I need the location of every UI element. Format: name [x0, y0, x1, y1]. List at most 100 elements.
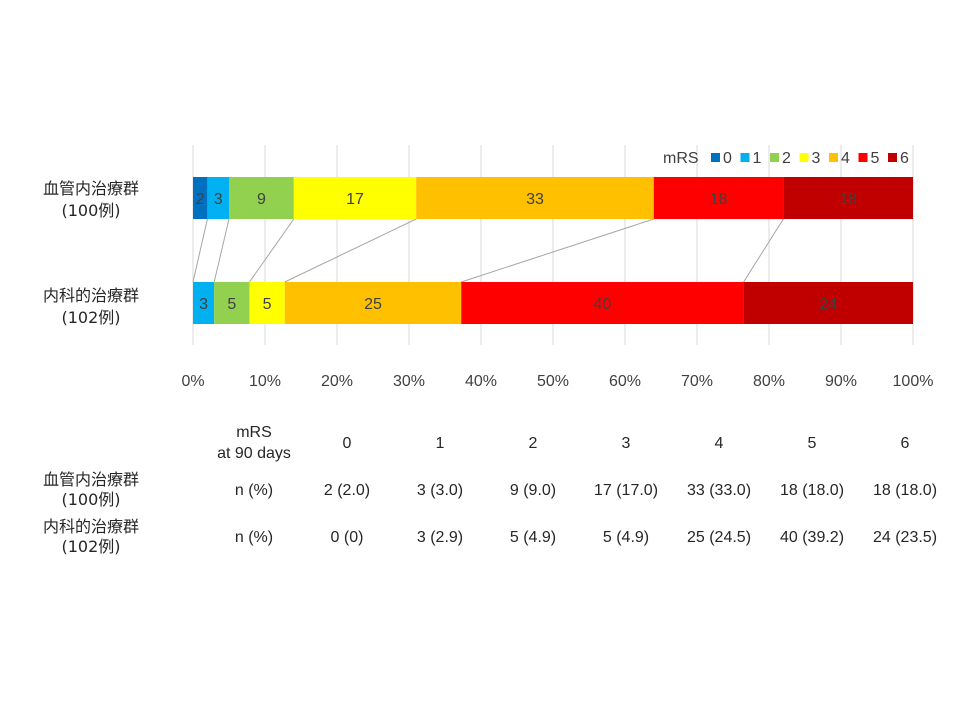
bar-segment	[207, 177, 229, 219]
data-label: 5	[227, 296, 236, 313]
legend-swatch	[740, 153, 750, 162]
table-col-header: 6	[900, 435, 910, 452]
data-label: 9	[257, 191, 266, 208]
table-cell: 40 (39.2)	[779, 529, 845, 546]
table-cell: 24 (23.5)	[872, 529, 938, 546]
category-label-line: 血管内治療群	[42, 179, 139, 198]
table-header-mrs: mRS at 90 days	[217, 422, 291, 464]
connector-line	[192, 218, 208, 283]
x-tick-label: 40%	[465, 373, 497, 390]
table-header-line: mRS	[236, 424, 272, 441]
bars: 2 3 9 17 33 18 183 5 5 25 40 24	[193, 177, 913, 324]
bar-segment	[284, 282, 462, 324]
legend-swatch	[799, 153, 809, 162]
category-label-line: (102例)	[61, 308, 121, 327]
bar-segment	[193, 177, 208, 219]
bar-segment	[249, 282, 285, 324]
legend-swatch	[829, 153, 838, 162]
legend-label: 0	[723, 150, 732, 167]
table-cell: 9 (9.0)	[509, 482, 557, 499]
table-col-header: 2	[528, 435, 538, 452]
table-row-group-endovascular: 血管内治療群 (100例)	[1, 470, 181, 510]
data-label: 33	[526, 191, 544, 208]
connector-line	[461, 218, 654, 283]
table-col-header: 5	[807, 435, 817, 452]
data-label: 24	[819, 296, 837, 313]
table-cell: 17 (17.0)	[593, 482, 659, 499]
table-row-stat: n (%)	[234, 482, 274, 499]
x-tick-label: 50%	[537, 373, 569, 390]
bar-segment	[416, 177, 654, 219]
legend-label: 5	[871, 150, 880, 167]
table-cell: 18 (18.0)	[779, 482, 845, 499]
data-label: 3	[199, 296, 208, 313]
connector-line	[213, 218, 230, 283]
series-connector-lines	[192, 218, 784, 283]
x-tick-label: 0%	[181, 373, 204, 390]
bar-segment	[653, 177, 784, 219]
bar-segment	[293, 177, 417, 219]
data-label: 3	[214, 191, 223, 208]
table-row-group-line: 内科的治療群	[42, 517, 139, 536]
bar-segment	[461, 282, 744, 324]
data-label: 40	[594, 296, 612, 313]
category-label-line: 内科的治療群	[42, 286, 139, 305]
bar-segment	[743, 282, 913, 324]
table-cell: 3 (3.0)	[416, 482, 464, 499]
legend-title: mRS	[663, 150, 699, 167]
data-label: 5	[263, 296, 272, 313]
data-label: 17	[346, 191, 364, 208]
table-cell: 3 (2.9)	[416, 529, 464, 546]
x-tick-label: 100%	[893, 373, 934, 390]
legend-swatch	[711, 153, 720, 162]
table-row-group-line: 血管内治療群	[42, 470, 139, 489]
x-tick-label: 60%	[609, 373, 641, 390]
x-tick-label: 20%	[321, 373, 353, 390]
legend-label: 1	[753, 150, 762, 167]
table-cell: 18 (18.0)	[872, 482, 938, 499]
legend-label: 3	[812, 150, 821, 167]
legend: mRS 0 1 2 3 4 5 6	[663, 150, 909, 167]
connector-line	[249, 218, 295, 283]
bar-segment	[783, 177, 913, 219]
table-col-header: 4	[714, 435, 724, 452]
table-cell: 33 (33.0)	[686, 482, 752, 499]
category-label-line: (100例)	[61, 201, 121, 220]
category-label-endovascular: 血管内治療群 (100例)	[6, 178, 176, 222]
table-header-line: at 90 days	[217, 445, 291, 462]
bar-segment	[214, 282, 250, 324]
table-col-header: 0	[342, 435, 352, 452]
table-cell: 5 (4.9)	[602, 529, 650, 546]
table-cell: 5 (4.9)	[509, 529, 557, 546]
legend-swatch	[770, 153, 779, 162]
x-axis-tick-labels: 0% 10% 20% 30% 40% 50% 60% 70% 80% 90% 100%	[181, 373, 933, 390]
data-label: 2	[196, 191, 205, 208]
bar-segment	[229, 177, 294, 219]
category-label-medical: 内科的治療群 (102例)	[6, 285, 176, 329]
x-tick-label: 80%	[753, 373, 785, 390]
legend-label: 6	[900, 150, 909, 167]
connector-line	[284, 218, 417, 283]
table-row-group-line: (102例)	[61, 537, 121, 556]
table-row-stat: n (%)	[234, 529, 274, 546]
stacked-bar-chart: 2 3 9 17 33 18 183 5 5 25 40 24 0% 10% 20% 30% 40% 50% 60…	[181, 145, 933, 390]
table-row-group-line: (100例)	[61, 490, 121, 509]
table-cell: 2 (2.0)	[323, 482, 371, 499]
data-label: 18	[839, 191, 857, 208]
data-label: 25	[364, 296, 382, 313]
table-row-group-medical: 内科的治療群 (102例)	[1, 517, 181, 557]
x-tick-label: 90%	[825, 373, 857, 390]
table-col-header: 3	[621, 435, 631, 452]
x-tick-label: 30%	[393, 373, 425, 390]
legend-label: 4	[841, 150, 850, 167]
legend-swatch	[888, 153, 897, 162]
data-label: 18	[710, 191, 728, 208]
table-col-header: 1	[435, 435, 445, 452]
legend-swatch	[858, 153, 868, 162]
table-cell: 0 (0)	[330, 529, 364, 546]
bar-segment	[193, 282, 215, 324]
x-tick-label: 70%	[681, 373, 713, 390]
connector-line	[743, 218, 784, 283]
legend-label: 2	[782, 150, 791, 167]
x-tick-label: 10%	[249, 373, 281, 390]
